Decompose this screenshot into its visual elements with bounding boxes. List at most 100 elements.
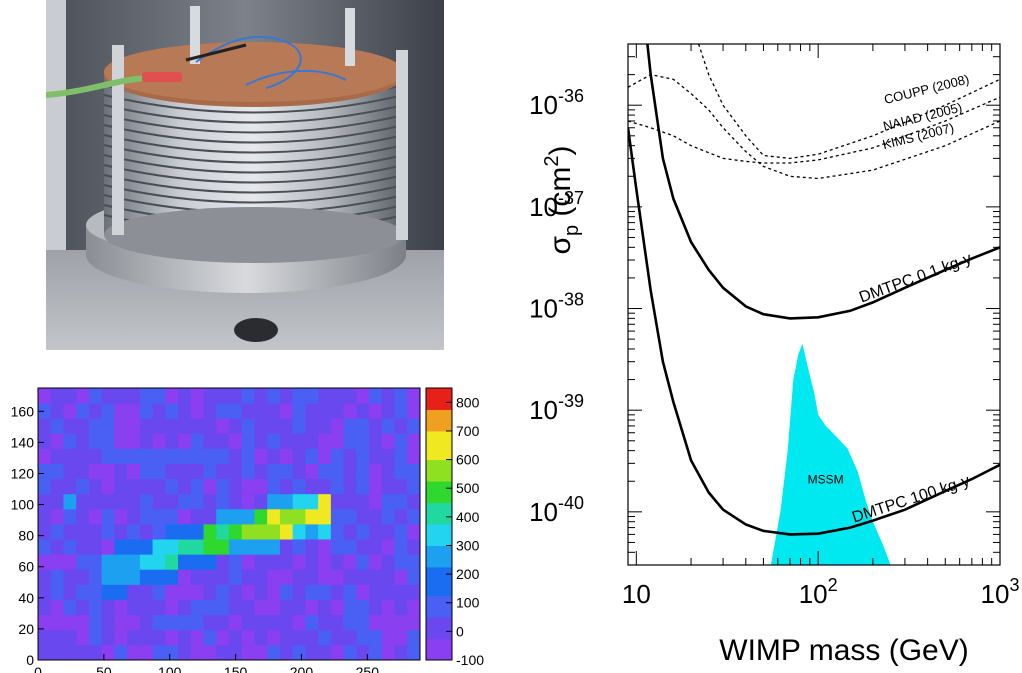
colorbar-segment <box>426 552 452 561</box>
heatmap-cell <box>229 403 243 419</box>
heatmap-cell <box>139 463 153 480</box>
heatmap-cell <box>356 388 370 404</box>
colorbar-segment <box>426 402 452 410</box>
heatmap-cell <box>343 614 357 631</box>
heatmap-cell <box>76 569 90 585</box>
heatmap-cell <box>139 388 153 404</box>
heatmap-x-tick-label: 250 <box>356 664 380 673</box>
heatmap-cell <box>369 524 383 540</box>
heatmap-cell <box>369 418 383 434</box>
heatmap-cell <box>203 433 217 449</box>
heatmap-cell <box>114 418 128 434</box>
colorbar-segment <box>426 559 452 568</box>
heatmap-cell <box>114 539 128 555</box>
heatmap-cell <box>254 463 268 480</box>
heatmap-cell <box>165 644 179 661</box>
heatmap-cell <box>381 599 395 616</box>
heatmap-cell <box>229 493 243 510</box>
heatmap-cell <box>381 644 395 661</box>
colorbar <box>426 388 452 661</box>
heatmap-cell <box>318 433 332 449</box>
heatmap-cell <box>139 614 153 631</box>
heatmap-cell <box>88 493 103 510</box>
heatmap-cell <box>381 614 395 631</box>
heatmap-cell <box>292 569 306 585</box>
heatmap-cell <box>381 478 395 495</box>
heatmap-cell <box>114 478 128 495</box>
heatmap-cell <box>76 584 90 600</box>
heatmap-cell <box>152 584 166 600</box>
y-tick-label: 10-39 <box>530 391 584 425</box>
heatmap-cell <box>330 599 344 616</box>
heatmap-cell <box>381 403 395 419</box>
heatmap-cell <box>63 448 77 464</box>
heatmap-cell <box>127 524 141 540</box>
heatmap-cell <box>127 478 141 495</box>
heatmap-cell <box>305 524 319 540</box>
colorbar-segment <box>426 438 452 446</box>
heatmap-cell <box>254 433 268 449</box>
heatmap-cell <box>229 388 243 404</box>
heatmap-cell <box>369 448 383 464</box>
heatmap-cell <box>216 433 230 449</box>
heatmap-cell <box>254 418 268 434</box>
heatmap-cell <box>407 478 421 495</box>
heatmap-cell <box>254 569 268 585</box>
heatmap-cell <box>190 403 204 419</box>
heatmap-cell <box>292 403 306 419</box>
heatmap-cell <box>356 629 370 646</box>
heatmap-cell <box>127 539 141 555</box>
heatmap-cell <box>114 599 128 616</box>
heatmap-cell <box>279 493 294 510</box>
heatmap-cell <box>292 508 306 525</box>
heatmap-cell <box>152 493 166 510</box>
colorbar-segment <box>426 445 452 453</box>
heatmap-cell <box>165 569 179 585</box>
heatmap-cell <box>101 403 115 419</box>
heatmap-cell <box>101 524 115 540</box>
heatmap-cell <box>50 554 64 570</box>
heatmap-cell <box>394 584 408 600</box>
heatmap-cell <box>38 388 52 404</box>
heatmap-cell <box>229 584 243 600</box>
heatmap-cell <box>229 599 243 616</box>
heatmap-cell <box>229 524 243 540</box>
heatmap-cell <box>127 448 141 464</box>
heatmap-cell <box>88 644 103 661</box>
heatmap-x-tick-label: 200 <box>290 664 314 673</box>
heatmap-cell <box>292 463 306 480</box>
heatmap-cell <box>292 493 306 510</box>
heatmap-cell <box>101 508 115 525</box>
colorbar-segment <box>426 495 452 504</box>
heatmap-cell <box>190 433 204 449</box>
heatmap-cell <box>178 448 192 464</box>
heatmap-cell <box>38 508 52 525</box>
heatmap-cell <box>38 644 52 661</box>
heatmap-cell <box>178 599 192 616</box>
heatmap-cell <box>165 599 179 616</box>
heatmap-cell <box>356 644 370 661</box>
heatmap-cell <box>241 478 255 495</box>
heatmap-cell <box>152 478 166 495</box>
heatmap-cell <box>369 554 383 570</box>
heatmap-cell <box>318 418 332 434</box>
heatmap-cell <box>190 388 204 404</box>
heatmap-cell <box>318 493 332 510</box>
heatmap-cell <box>127 554 141 570</box>
heatmap-cell <box>88 599 103 616</box>
heatmap-cell <box>330 433 344 449</box>
heatmap-cell <box>394 448 408 464</box>
heatmap-cell <box>241 493 255 510</box>
heatmap-cell <box>330 614 344 631</box>
heatmap-cell <box>190 644 204 661</box>
heatmap-cell <box>88 524 103 540</box>
heatmap-cell <box>241 554 255 570</box>
heatmap-cell <box>330 448 344 464</box>
heatmap-y-tick-label: 120 <box>11 465 35 481</box>
heatmap-cell <box>139 403 153 419</box>
heatmap-cell <box>229 448 243 464</box>
heatmap-cell <box>203 554 217 570</box>
colorbar-segment <box>426 638 452 647</box>
colorbar-frame <box>425 387 453 661</box>
heatmap-cell <box>241 448 255 464</box>
